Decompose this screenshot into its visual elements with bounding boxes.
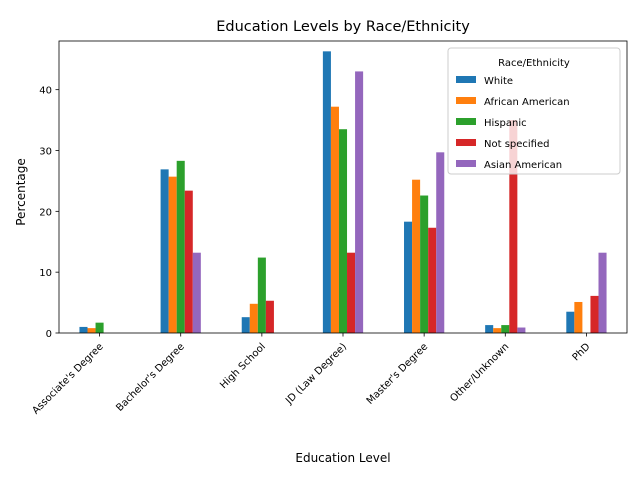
- bar-african-american-5: [493, 328, 502, 333]
- legend-swatch: [456, 139, 476, 146]
- legend-box: [447, 47, 621, 175]
- legend-label: Hispanic: [484, 118, 527, 129]
- bar-white-3: [322, 51, 331, 334]
- legend-swatch: [456, 97, 476, 104]
- bar-not-specified-3: [347, 252, 356, 333]
- bar-not-specified-1: [184, 190, 193, 333]
- bars-group: [79, 51, 607, 334]
- bar-white-6: [566, 311, 575, 333]
- plot-frame: [58, 40, 628, 334]
- legend-label: Asian American: [484, 160, 562, 171]
- bar-white-5: [485, 325, 494, 333]
- bar-hispanic-1: [176, 160, 185, 333]
- bar-hispanic-0: [95, 322, 104, 333]
- bar-hispanic-5: [501, 325, 510, 333]
- legend-label: White: [484, 76, 513, 87]
- y-axis: 0 10 20 30 40: [39, 86, 59, 340]
- bar-hispanic-2: [257, 257, 266, 333]
- y-tick-label: 20: [39, 207, 52, 218]
- bar-african-american-3: [330, 106, 339, 333]
- y-tick-label: 40: [39, 86, 52, 97]
- y-tick-label: 30: [39, 147, 52, 158]
- bar-white-4: [404, 221, 413, 333]
- bar-white-0: [79, 326, 88, 333]
- bar-asian-american-5: [517, 327, 526, 333]
- bar-asian-american-3: [355, 71, 364, 334]
- legend-swatch: [456, 118, 476, 125]
- bar-african-american-4: [412, 179, 421, 333]
- legend-swatch: [456, 160, 476, 167]
- bar-asian-american-6: [598, 252, 607, 333]
- bar-not-specified-4: [428, 227, 437, 333]
- legend: Race/Ethnicity White African American Hispa…: [447, 47, 621, 175]
- bar-white-2: [241, 317, 250, 333]
- bar-african-american-2: [249, 303, 258, 333]
- legend-swatch: [456, 76, 476, 83]
- legend-label: African American: [484, 97, 570, 108]
- bar-african-american-6: [574, 301, 583, 333]
- bar-asian-american-1: [192, 252, 201, 333]
- bar-hispanic-4: [420, 195, 429, 333]
- legend-label: Not specified: [484, 139, 549, 150]
- bar-not-specified-5: [509, 120, 518, 333]
- bar-hispanic-3: [338, 129, 348, 333]
- bar-white-1: [160, 169, 169, 333]
- bar-not-specified-2: [265, 300, 274, 333]
- bar-african-american-1: [168, 176, 177, 333]
- legend-title: Race/Ethnicity: [498, 58, 570, 69]
- bar-african-american-0: [87, 328, 96, 333]
- y-tick-label: 10: [39, 268, 52, 279]
- chart-title: Education Levels by Race/Ethnicity: [216, 19, 470, 35]
- y-tick-label: 0: [46, 329, 52, 340]
- y-axis-label: Percentage: [14, 158, 28, 226]
- bar-asian-american-4: [436, 152, 445, 333]
- x-axis-label: Education Level: [295, 451, 390, 465]
- bar-not-specified-6: [590, 295, 599, 333]
